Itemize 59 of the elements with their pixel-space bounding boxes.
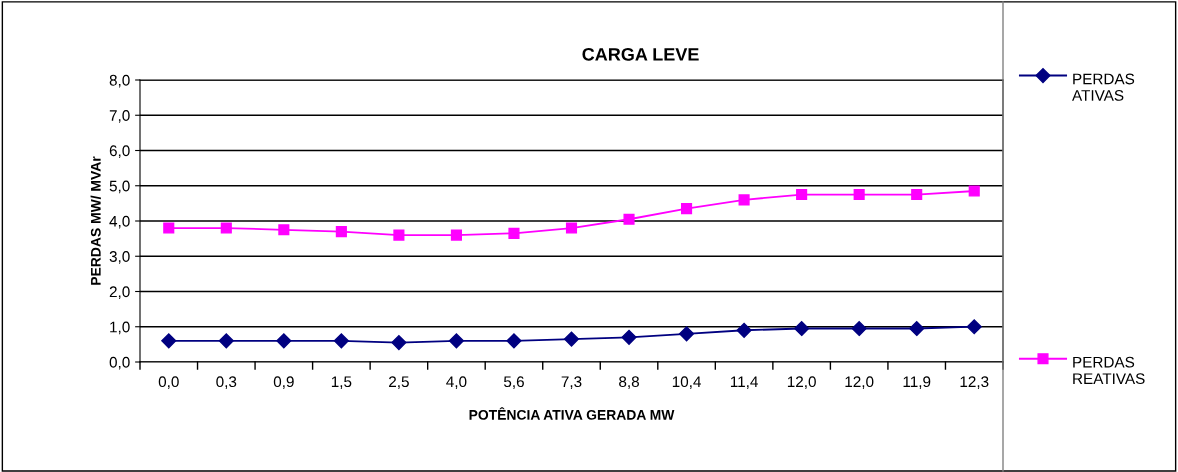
point bbox=[563, 331, 580, 347]
x-axis-title: POTÊNCIA ATIVA GERADA MW bbox=[469, 407, 675, 420]
point bbox=[853, 189, 865, 201]
point bbox=[448, 333, 465, 349]
y-tick-label: 4,0 bbox=[109, 215, 130, 229]
point bbox=[623, 213, 635, 225]
point bbox=[738, 194, 750, 206]
x-tick-label: 12,0 bbox=[787, 376, 816, 389]
x-tick-label: 11,4 bbox=[730, 376, 758, 389]
point bbox=[335, 226, 347, 238]
point bbox=[968, 185, 980, 197]
point bbox=[911, 189, 923, 201]
chart-title: CARGA LEVE bbox=[582, 47, 699, 61]
x-tick-label: 5,6 bbox=[503, 376, 524, 389]
x-tick-label: 11,9 bbox=[903, 376, 931, 389]
point bbox=[333, 333, 349, 349]
point bbox=[565, 222, 578, 234]
x-tick-label: 0,3 bbox=[216, 376, 237, 389]
y-axis-title: PERDAS MW/ MVAr bbox=[90, 156, 101, 285]
point bbox=[678, 326, 695, 342]
x-tick-label: 2,5 bbox=[389, 376, 409, 389]
point bbox=[851, 320, 867, 337]
y-tick-label: 7,0 bbox=[109, 110, 130, 123]
y-tick-label: 8,0 bbox=[109, 74, 130, 88]
point bbox=[276, 333, 292, 349]
point bbox=[794, 320, 810, 337]
x-tick-label: 8,8 bbox=[619, 376, 639, 389]
point bbox=[909, 320, 925, 337]
legend-label: PERDAS ATIVAS bbox=[1072, 73, 1135, 101]
point bbox=[621, 329, 637, 345]
point bbox=[278, 224, 290, 236]
y-tick-label: 6,0 bbox=[109, 145, 130, 158]
x-tick-label: 1,5 bbox=[331, 376, 352, 389]
y-tick-label: 5,0 bbox=[109, 180, 130, 194]
point bbox=[450, 229, 462, 241]
point bbox=[736, 322, 752, 338]
point bbox=[218, 333, 234, 349]
x-tick-label: 10,4 bbox=[672, 376, 701, 389]
x-tick-label: 4,0 bbox=[446, 376, 467, 389]
point bbox=[506, 333, 522, 349]
point bbox=[220, 222, 232, 234]
point bbox=[391, 335, 407, 351]
y-tick-label: 1,0 bbox=[110, 321, 130, 335]
y-tick-label: 3,0 bbox=[109, 251, 130, 264]
point bbox=[796, 189, 808, 201]
x-tick-label: 0,0 bbox=[158, 376, 179, 389]
x-tick-label: 0,9 bbox=[273, 376, 294, 389]
point bbox=[393, 229, 405, 241]
x-tick-label: 7,3 bbox=[561, 376, 582, 389]
y-tick-label: 0,0 bbox=[109, 356, 130, 370]
point bbox=[161, 333, 177, 349]
point bbox=[163, 222, 175, 234]
point bbox=[681, 203, 693, 215]
y-tick-label: 2,0 bbox=[109, 286, 130, 299]
x-tick-label: 12,3 bbox=[960, 376, 989, 389]
point bbox=[966, 319, 982, 335]
legend-label: PERDAS REATIVAS bbox=[1073, 356, 1145, 385]
x-tick-label: 12,0 bbox=[845, 376, 874, 389]
point bbox=[508, 227, 520, 239]
